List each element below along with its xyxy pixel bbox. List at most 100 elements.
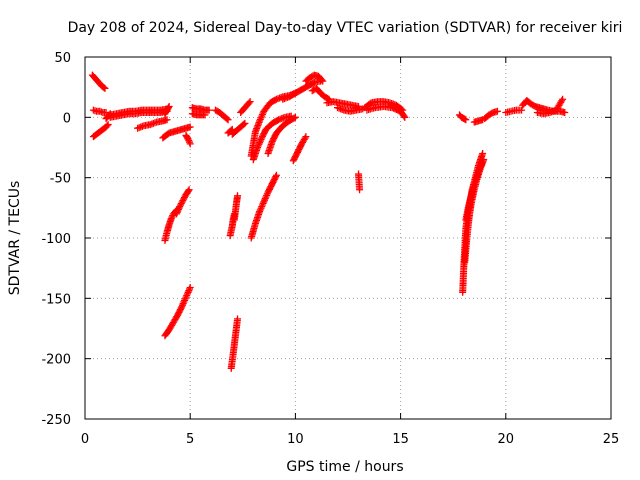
data-point [184,187,192,195]
y-tick-label: -150 [41,292,71,307]
data-point [272,171,280,179]
data-point [101,84,109,92]
x-tick-label: 5 [186,432,194,447]
data-point [183,292,191,300]
data-point [185,138,193,146]
x-tick-label: 0 [81,432,89,447]
data-point [260,198,268,206]
data-point [180,194,188,202]
data-point [179,197,187,205]
y-tick-label: 0 [63,111,71,126]
data-point [257,135,265,143]
data-point [258,112,266,120]
data-point [258,203,266,211]
data-point [258,201,266,209]
data-point [185,186,193,194]
plot-frame [84,56,612,420]
y-axis-tick-labels: -250 -200 -150 -100 -50 0 50 [41,51,71,428]
data-point [263,190,271,198]
data-point [561,109,569,117]
data-point [256,139,264,147]
data-point [479,150,487,158]
y-axis-label: SDTVAR / TECUs [7,181,23,296]
data-point [254,142,262,150]
data-point [245,99,253,107]
data-point [178,198,186,206]
data-point [272,173,280,181]
data-point [356,186,364,194]
data-point [186,283,194,291]
y-tick-label: 50 [54,51,71,66]
y-tick-label: -200 [41,353,71,368]
data-point [185,287,193,295]
data-point [301,134,309,142]
data-points [88,71,569,372]
data-point [186,140,194,148]
data-point [256,117,264,125]
data-point [176,201,184,209]
data-point [176,203,184,211]
data-point [224,116,232,124]
data-point [103,122,111,130]
data-point [256,206,264,214]
data-point [493,107,501,115]
data-point [558,97,566,105]
chart-title: Day 208 of 2024, Sidereal Day-to-day VTE… [68,20,623,36]
data-point [223,115,231,123]
data-point [180,195,188,203]
data-point [259,199,267,207]
y-tick-label: -250 [41,413,71,428]
data-point [181,295,189,303]
x-tick-label: 20 [498,432,515,447]
data-point [254,144,262,151]
data-point [163,116,171,124]
data-point [179,300,187,308]
data-point [261,195,269,203]
data-point [255,140,263,148]
data-point [318,76,326,84]
data-point [400,112,408,120]
data-point [257,114,265,122]
data-point [234,315,242,323]
data-point [167,215,175,223]
data-point [478,159,486,167]
data-point [290,114,298,122]
data-point [164,104,172,112]
data-point [256,115,264,123]
data-point [205,106,213,114]
data-point [401,113,409,121]
data-point [324,94,332,102]
data-point [201,111,209,119]
data-point [100,84,108,92]
data-point [184,288,192,296]
data-point [185,137,193,145]
data-point [258,111,266,119]
data-point [261,196,269,204]
data-point [240,120,248,128]
data-point [178,303,186,311]
y-tick-label: -100 [41,232,71,247]
x-tick-label: 25 [603,432,620,447]
data-point [518,106,526,114]
data-point [319,77,327,85]
data-point [262,193,270,201]
data-point [241,119,249,127]
y-tick-label: -50 [50,172,71,187]
data-point [177,304,185,312]
data-point [291,113,299,121]
data-point [302,133,310,141]
x-tick-label: 15 [392,432,409,447]
x-tick-label: 10 [287,432,304,447]
data-point [234,192,242,200]
data-point [104,121,112,129]
data-point [462,116,470,124]
data-point [256,137,264,145]
data-point [178,301,186,309]
data-point [186,123,194,131]
x-axis-tick-labels: 0 5 10 15 20 25 [81,432,619,447]
data-point [168,213,176,221]
data-point [246,98,254,106]
data-point [256,207,264,215]
